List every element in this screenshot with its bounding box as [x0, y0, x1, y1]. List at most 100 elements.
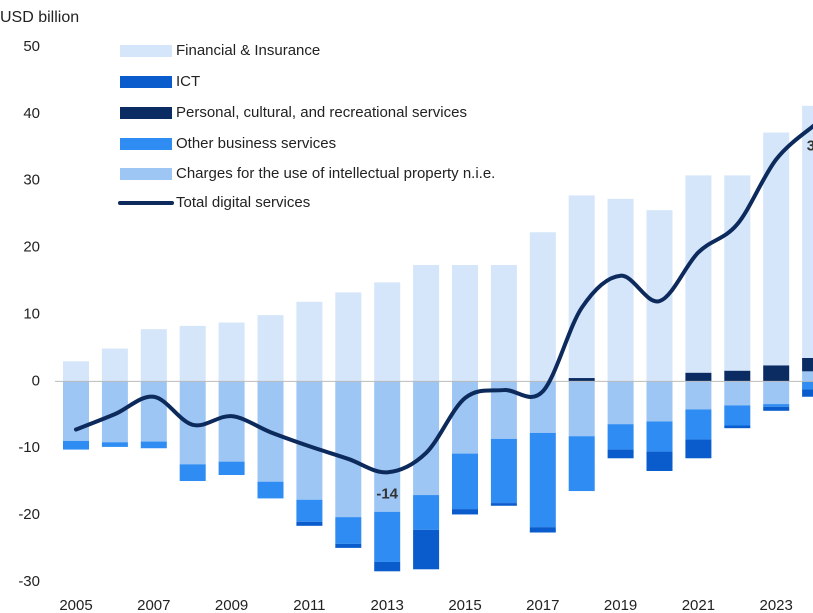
legend-label: Personal, cultural, and recreational ser… [176, 104, 467, 121]
bar-segment [724, 370, 751, 382]
x-tick-label: 2015 [448, 597, 481, 613]
bar-segment [724, 175, 751, 371]
bar-segment [257, 481, 284, 499]
legend-label: Total digital services [176, 194, 310, 211]
bar-segment [607, 198, 634, 382]
x-tick-label: 2023 [760, 597, 793, 613]
bar-segment [568, 381, 595, 437]
y-tick-label: 40 [23, 105, 40, 122]
bar-segment [646, 421, 673, 452]
bar-segment [724, 381, 751, 406]
bar-segment [140, 381, 167, 442]
bar-segment [763, 406, 790, 411]
bar-segment [296, 381, 323, 500]
bar-segment [724, 405, 751, 426]
bar-segment [179, 464, 206, 482]
bar-segment [374, 561, 401, 572]
y-tick-label: 10 [23, 305, 40, 322]
legend-swatch [120, 168, 172, 180]
bar-segment [724, 425, 751, 429]
bar-segment [685, 381, 712, 410]
bar-segment [218, 381, 245, 462]
bar-segment [413, 529, 440, 570]
legend-swatch [120, 45, 172, 57]
bar-segment [63, 440, 89, 450]
bar-segment [802, 357, 813, 372]
bar-segment [685, 439, 712, 459]
bar-segment [568, 436, 595, 492]
bar-segment [374, 511, 401, 562]
bar-segment [646, 451, 673, 471]
bar-segment [413, 495, 440, 530]
bar-segment [529, 232, 556, 382]
bar-segment [413, 381, 440, 496]
x-tick-label: 2005 [59, 597, 92, 613]
bar-segment [646, 381, 673, 422]
bar-segment [63, 361, 89, 382]
bar-segment [140, 329, 167, 382]
bar-segment [685, 175, 712, 373]
bar-segment [568, 378, 595, 382]
data-label: -14 [376, 485, 398, 502]
bar-segment [374, 282, 401, 382]
legend-label: Financial & Insurance [176, 42, 320, 59]
bar-segment [490, 503, 517, 506]
y-tick-label: 30 [23, 172, 40, 189]
y-tick-label: 20 [23, 239, 40, 256]
y-tick-label: -10 [18, 439, 40, 456]
x-tick-label: 2013 [371, 597, 404, 613]
bar-segment [763, 365, 790, 382]
bar-segment [529, 527, 556, 533]
bar-segment [802, 389, 813, 397]
y-tick-label: 0 [32, 372, 40, 389]
bar-segment [218, 461, 245, 475]
bar-segment [413, 265, 440, 382]
bar-segment [335, 517, 362, 544]
bar-segment [490, 438, 517, 504]
y-tick-label: 50 [23, 38, 40, 55]
y-tick-label: -30 [18, 573, 40, 590]
bar-segment [607, 449, 634, 459]
bar-segment [179, 325, 206, 382]
x-tick-label: 2019 [604, 597, 637, 613]
legend-label: Charges for the use of intellectual prop… [176, 165, 495, 182]
bar-segment [685, 372, 712, 382]
bar-segment [685, 409, 712, 440]
x-tick-label: 2011 [293, 597, 325, 613]
bar-segment [335, 381, 362, 518]
x-tick-label: 2007 [137, 597, 170, 613]
x-tick-label: 2021 [682, 597, 715, 613]
bar-segment [763, 132, 790, 366]
subtitle: USD billion [0, 9, 79, 26]
bar-segment [63, 381, 89, 441]
bar-segment [335, 543, 362, 548]
bar-segment [802, 371, 813, 382]
bar-segment [296, 521, 323, 526]
bar-segment [568, 195, 595, 379]
bar-segment [529, 432, 556, 528]
bar-segment [140, 441, 167, 449]
bar-segment [101, 381, 128, 443]
bar-segment [101, 442, 128, 447]
y-tick-label: -20 [18, 506, 40, 523]
bar-segment [218, 322, 245, 382]
bar-segment [257, 315, 284, 382]
legend-swatch [120, 107, 172, 119]
bar-segment [763, 381, 790, 405]
bar-segment [452, 509, 478, 515]
legend-label: ICT [176, 73, 200, 90]
bar-segment [296, 499, 323, 522]
legend-label: Other business services [176, 135, 336, 152]
bar-segment [452, 453, 478, 510]
data-label: 38 [807, 138, 813, 155]
x-tick-label: 2009 [215, 597, 248, 613]
bar-segment [335, 292, 362, 382]
bar-segment [452, 265, 478, 382]
legend-swatch [120, 138, 172, 150]
x-tick-label: 2017 [526, 597, 559, 613]
bar-segment [101, 348, 128, 382]
bar-segment [763, 404, 790, 407]
legend-swatch [120, 76, 172, 88]
bar-segment [296, 301, 323, 382]
